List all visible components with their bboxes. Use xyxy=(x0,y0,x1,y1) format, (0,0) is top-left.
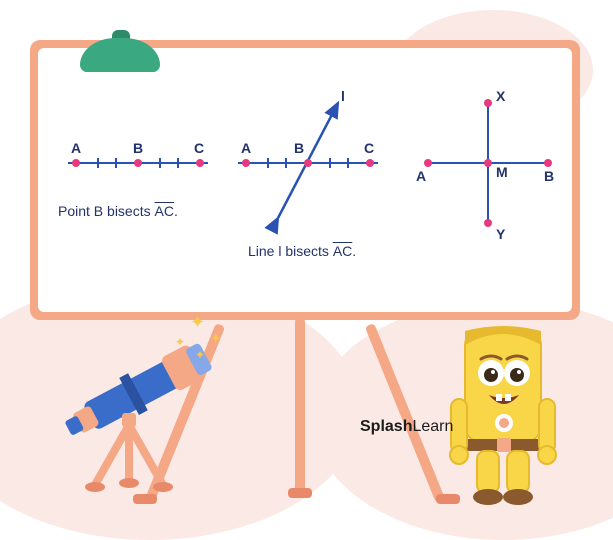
label-M: M xyxy=(496,164,508,180)
caption-1-suffix: . xyxy=(174,203,178,219)
whiteboard: A B C A B C l A B M X Y Point B bisects … xyxy=(38,48,572,312)
label-X: X xyxy=(496,88,505,104)
label-B2: B xyxy=(294,140,304,156)
label-C: C xyxy=(194,140,204,156)
label-B: B xyxy=(133,140,143,156)
label-C2: C xyxy=(364,140,374,156)
star-icon: ✦ xyxy=(190,312,205,333)
easel-foot xyxy=(133,494,157,504)
diagram-2 xyxy=(238,103,378,218)
brand-logo: SplashLearn xyxy=(360,418,453,436)
caption-1-prefix: Point B bisects xyxy=(58,203,155,219)
whiteboard-frame: A B C A B C l A B M X Y Point B bisects … xyxy=(30,40,580,320)
label-l: l xyxy=(341,88,345,104)
diagram-1 xyxy=(68,158,208,168)
caption-1: Point B bisects AC. xyxy=(58,203,178,219)
label-A: A xyxy=(71,140,81,156)
label-B3: B xyxy=(544,168,554,184)
caption-2-seg: AC xyxy=(333,243,352,259)
caption-2: Line l bisects AC. xyxy=(248,243,356,259)
mascot-icon xyxy=(443,321,563,511)
easel-leg xyxy=(295,318,305,493)
star-icon: ✦ xyxy=(175,335,185,349)
caption-2-suffix: . xyxy=(352,243,356,259)
diagram-svg xyxy=(38,48,572,312)
caption-1-seg: AC xyxy=(155,203,174,219)
caption-2-prefix: Line l bisects xyxy=(248,243,333,259)
easel-foot xyxy=(288,488,312,498)
brand-thin: Learn xyxy=(412,418,453,435)
diagram-3 xyxy=(424,99,552,227)
star-icon: ✦ xyxy=(210,330,222,347)
label-A3: A xyxy=(416,168,426,184)
label-A2: A xyxy=(241,140,251,156)
star-icon: ✦ xyxy=(195,348,205,362)
label-Y: Y xyxy=(496,226,505,242)
brand-bold: Splash xyxy=(360,418,412,435)
